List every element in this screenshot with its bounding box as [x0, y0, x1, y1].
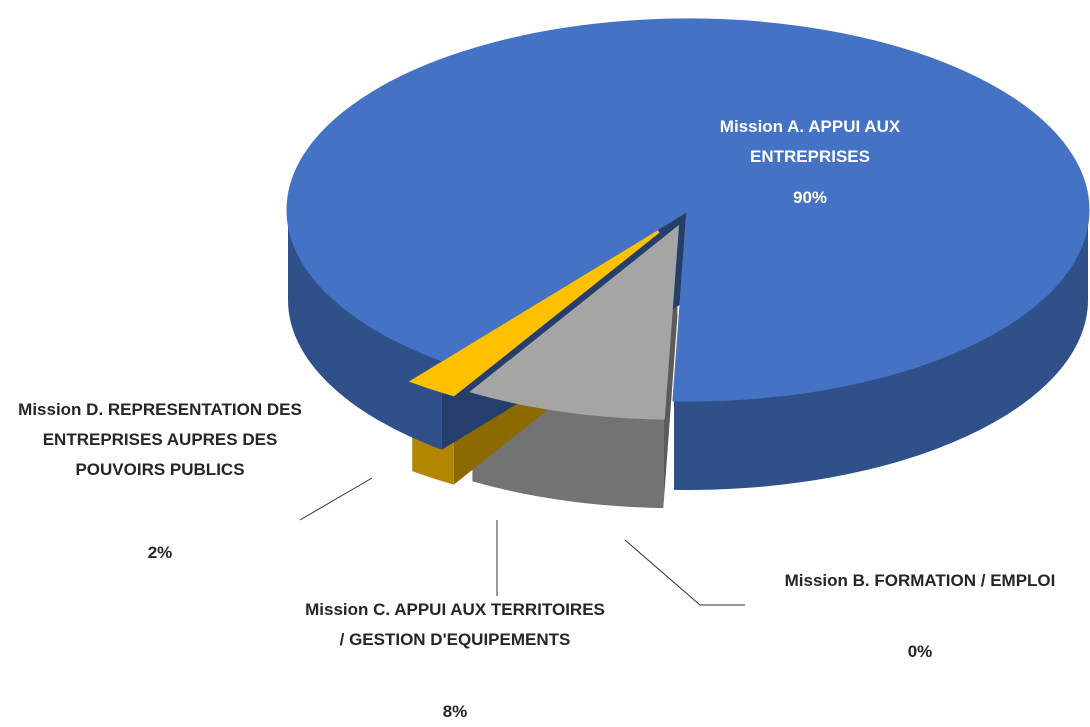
slice-percent: 2%	[147, 543, 173, 562]
leader-line	[299, 477, 373, 521]
slice-percent: 90%	[792, 188, 828, 207]
slice-label: Mission B. FORMATION / EMPLOI	[784, 571, 1056, 590]
slice-percent: 0%	[907, 642, 933, 661]
leader-line	[624, 539, 745, 606]
pie-slice	[408, 230, 660, 397]
slice-side	[288, 210, 442, 450]
pie-slice	[469, 224, 680, 420]
slice-side	[674, 210, 1088, 490]
slice-percent: 8%	[442, 702, 468, 721]
pie-slice	[286, 18, 1090, 402]
slice-label: Mission A. APPUI AUX ENTREPRISES	[719, 117, 901, 166]
slice-label: Mission C. APPUI AUX TERRITOIRES / GESTI…	[305, 600, 605, 649]
slice-label: Mission D. REPRESENTATION DES ENTREPRISE…	[18, 400, 302, 479]
